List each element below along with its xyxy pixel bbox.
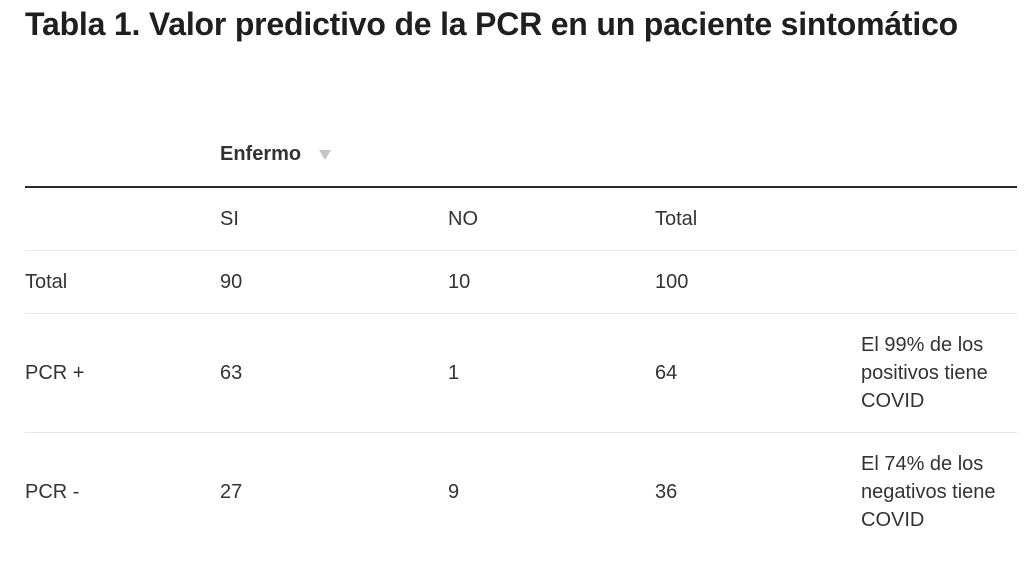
sort-header-enfermo[interactable]: Enfermo	[220, 138, 332, 170]
column-header-si: SI	[220, 207, 239, 230]
table-row: PCR + 63 1 64 El 99% de los positivos ti…	[25, 314, 1017, 433]
cell-no: 1	[448, 361, 460, 384]
column-header-enfermo: Enfermo	[220, 142, 302, 165]
page-title: Tabla 1. Valor predictivo de la PCR en u…	[25, 6, 959, 42]
row-label: PCR -	[25, 480, 80, 503]
cell-total: 64	[655, 361, 678, 384]
cell-si: 90	[220, 270, 243, 293]
table-row: PCR - 27 9 36 El 74% de los negativos ti…	[25, 433, 1017, 551]
table-subheader-row: SI NO Total	[25, 188, 1017, 251]
note-text: El 74% de los negativos tiene COVID	[861, 453, 996, 531]
cell-note: El 99% de los positivos tiene COVID	[861, 314, 1017, 432]
table-row: Total 90 10 100	[25, 251, 1017, 314]
sort-triangle-down-icon[interactable]	[319, 150, 332, 160]
cell-si: 63	[220, 361, 243, 384]
row-label: Total	[25, 270, 68, 293]
table-group-header: Enfermo	[25, 128, 1017, 188]
cell-note: El 74% de los negativos tiene COVID	[861, 433, 1017, 551]
column-header-no: NO	[448, 207, 478, 230]
data-table: Enfermo SI NO Total Total 90 10 100 PCR …	[25, 128, 1017, 551]
cell-total: 36	[655, 480, 678, 503]
cell-no: 10	[448, 270, 471, 293]
cell-si: 27	[220, 480, 243, 503]
cell-no: 9	[448, 480, 460, 503]
cell-total: 100	[655, 270, 689, 293]
note-text: El 99% de los positivos tiene COVID	[861, 334, 988, 412]
column-header-total: Total	[655, 207, 698, 230]
row-label: PCR +	[25, 361, 85, 384]
